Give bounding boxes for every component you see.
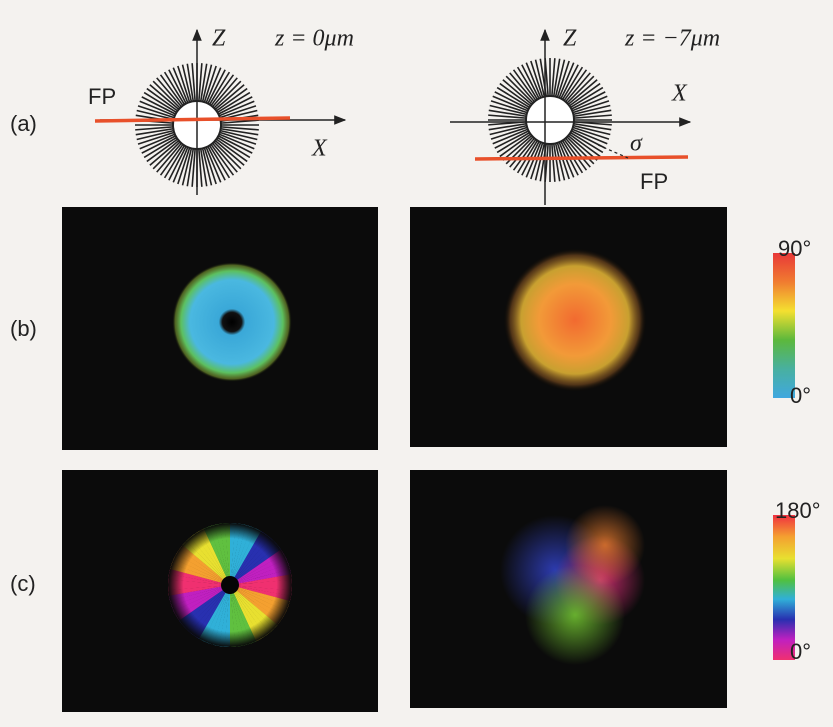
hollow-core — [526, 96, 574, 144]
row-label: (c) — [10, 571, 36, 596]
axis-label: Z — [212, 26, 226, 52]
spherulite — [565, 505, 645, 585]
colorbar — [773, 253, 795, 398]
row-label: (a) — [10, 111, 37, 136]
colorbar-min: 0° — [790, 383, 811, 408]
figure: (a) (b) (c) Z z = 0μm FP X Z z = −7μm X … — [0, 0, 833, 727]
colorbar-min: 0° — [790, 639, 811, 664]
diagram — [95, 30, 345, 195]
angle-label: σ — [630, 131, 643, 157]
depth-label: z = 0μm — [274, 26, 354, 52]
colorbar-max: 90° — [778, 236, 811, 261]
row-label: (b) — [10, 316, 37, 341]
axis-label: Z — [563, 26, 577, 52]
colorbar-max: 180° — [775, 498, 821, 523]
axis-label: X — [311, 136, 328, 162]
spherulite — [503, 248, 647, 392]
plane-label: FP — [88, 84, 116, 109]
axis-label: X — [671, 81, 688, 107]
depth-label: z = −7μm — [624, 26, 720, 52]
plane-label: FP — [640, 169, 668, 194]
core — [221, 576, 239, 594]
spherulite — [172, 262, 292, 382]
focal-plane — [475, 157, 688, 159]
